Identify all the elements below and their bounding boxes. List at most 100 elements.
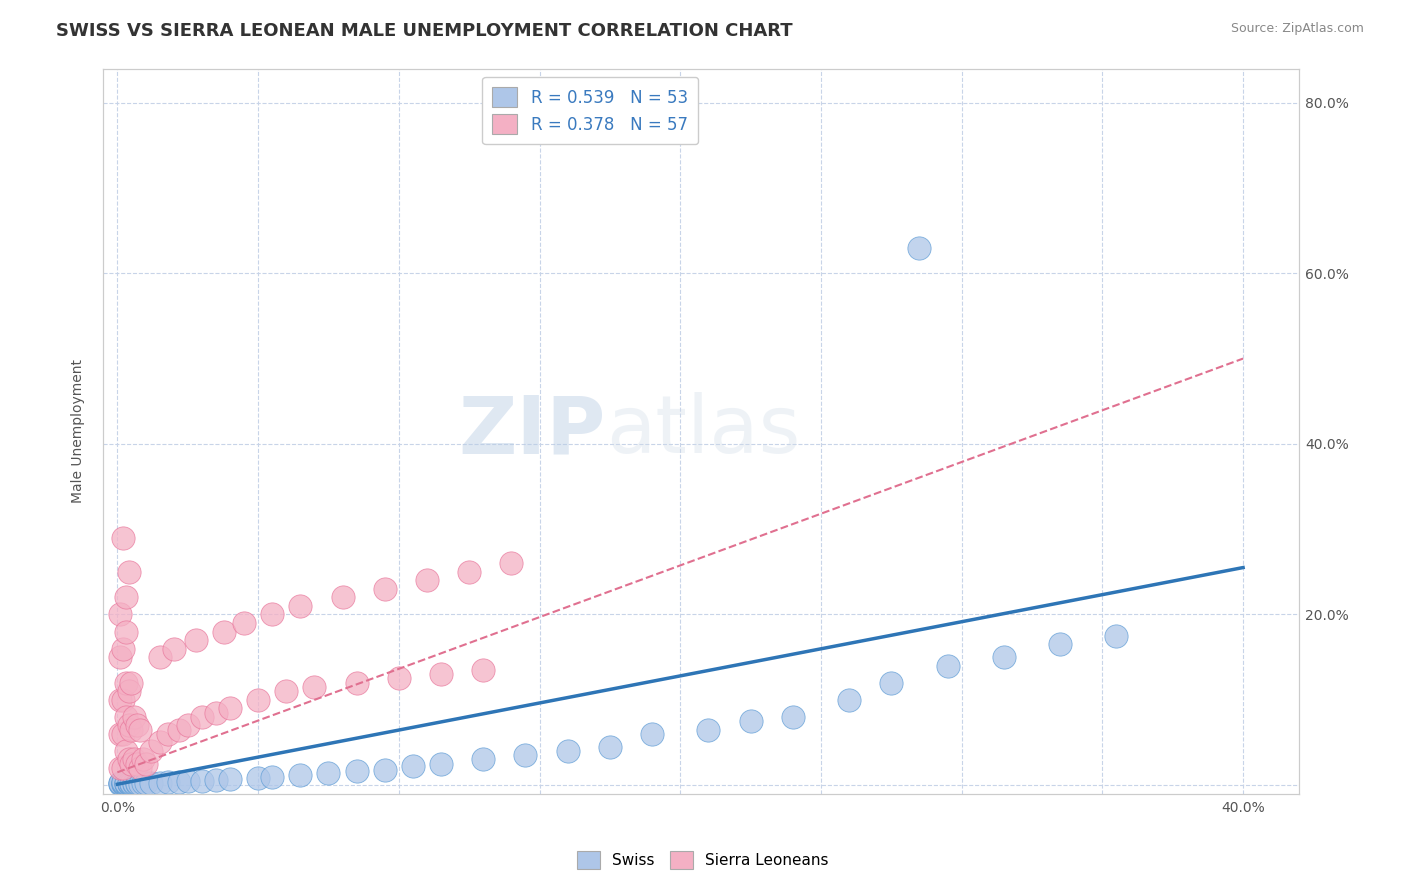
Point (120, 777, 142, 791)
Point (374, 763, 396, 777)
Point (740, 714, 762, 728)
Point (117, 684, 139, 698)
Point (262, 607, 284, 622)
Point (458, 565, 481, 579)
Point (111, 775, 134, 789)
Point (117, 752, 139, 766)
Point (111, 776, 134, 790)
Point (214, 624, 236, 639)
Point (157, 774, 180, 789)
Point (262, 770, 284, 784)
Point (111, 727, 134, 741)
Point (318, 766, 340, 780)
Point (114, 777, 136, 791)
Point (114, 776, 136, 790)
Point (515, 748, 537, 763)
Point (128, 777, 150, 791)
Point (128, 723, 150, 737)
Point (430, 667, 453, 681)
Point (108, 693, 131, 707)
Text: ZIP: ZIP (458, 392, 606, 470)
Point (388, 672, 411, 686)
Point (117, 775, 139, 789)
Point (290, 768, 312, 782)
Point (169, 774, 191, 789)
Point (346, 675, 368, 690)
Point (134, 756, 156, 771)
Point (472, 752, 495, 766)
Text: Source: ZipAtlas.com: Source: ZipAtlas.com (1230, 22, 1364, 36)
Point (993, 650, 1015, 665)
Point (125, 718, 148, 732)
Point (149, 775, 172, 789)
Point (219, 701, 242, 715)
Point (111, 531, 134, 545)
Point (120, 723, 142, 737)
Point (117, 776, 139, 790)
Point (114, 591, 136, 605)
Point (782, 710, 804, 724)
Point (169, 723, 191, 737)
Point (117, 565, 139, 579)
Y-axis label: Male Unemployment: Male Unemployment (72, 359, 86, 503)
Point (120, 776, 142, 790)
Point (177, 773, 200, 788)
Point (125, 756, 148, 771)
Point (641, 727, 664, 741)
Point (117, 718, 139, 732)
Point (402, 759, 425, 773)
Point (557, 744, 579, 758)
Point (472, 663, 495, 677)
Point (290, 599, 312, 613)
Point (177, 718, 200, 732)
Point (122, 776, 145, 790)
Point (111, 777, 134, 791)
Point (134, 776, 156, 790)
Point (191, 710, 214, 724)
Point (122, 777, 145, 791)
Point (186, 633, 208, 648)
Point (430, 756, 453, 771)
Point (149, 735, 172, 749)
Point (149, 650, 172, 665)
Point (205, 772, 228, 787)
Point (114, 744, 136, 758)
Text: atlas: atlas (606, 392, 800, 470)
Point (219, 772, 242, 786)
Point (111, 641, 134, 656)
Point (416, 574, 439, 588)
Point (191, 773, 214, 788)
Point (1049, 637, 1071, 651)
Point (139, 775, 162, 789)
Point (120, 675, 142, 690)
Point (908, 241, 931, 255)
Point (697, 723, 720, 737)
Point (122, 710, 145, 724)
Point (111, 693, 134, 707)
Point (205, 706, 228, 720)
Point (108, 761, 131, 775)
Point (131, 752, 153, 766)
Point (304, 680, 326, 694)
Point (247, 771, 270, 785)
Point (108, 777, 131, 791)
Point (374, 582, 396, 596)
Point (117, 777, 139, 791)
Point (108, 650, 131, 665)
Point (139, 744, 162, 758)
Point (346, 764, 368, 779)
Point (936, 658, 959, 673)
Point (114, 675, 136, 690)
Point (108, 607, 131, 622)
Point (120, 756, 142, 771)
Point (131, 776, 153, 790)
Point (233, 615, 256, 630)
Point (157, 727, 180, 741)
Point (128, 761, 150, 775)
Point (125, 777, 148, 791)
Point (111, 774, 134, 789)
Point (276, 684, 298, 698)
Legend: Swiss, Sierra Leoneans: Swiss, Sierra Leoneans (571, 845, 835, 875)
Point (501, 556, 523, 570)
Point (880, 675, 903, 690)
